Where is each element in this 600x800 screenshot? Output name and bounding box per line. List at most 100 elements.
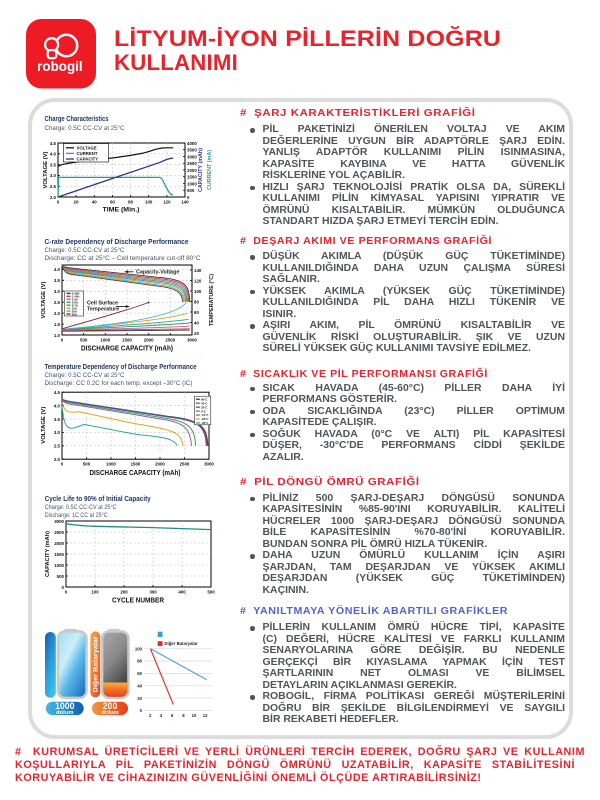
svg-text:100: 100 (145, 200, 153, 205)
svg-text:dolum: dolum (101, 710, 118, 716)
svg-text:1000: 1000 (106, 462, 116, 467)
svg-text:DISCHARGE CAPACITY (mAh): DISCHARGE CAPACITY (mAh) (81, 346, 173, 353)
svg-text:3000: 3000 (54, 519, 64, 524)
svg-text:2.9A: 2.9A (72, 298, 79, 302)
svg-text:2500: 2500 (54, 530, 64, 535)
svg-text:Discharge: CC 0.2C for each te: Discharge: CC 0.2C for each temp. except… (45, 379, 193, 387)
svg-text:Diğer Bataryalar: Diğer Bataryalar (164, 641, 198, 646)
svg-text:0: 0 (61, 462, 64, 467)
svg-text:2000: 2000 (54, 541, 64, 546)
svg-text:3.0: 3.0 (54, 289, 61, 294)
svg-text:4: 4 (160, 713, 163, 718)
svg-text:45°C: 45°C (201, 401, 208, 405)
svg-text:4.0: 4.0 (54, 267, 61, 272)
svg-text:1.5: 1.5 (54, 322, 61, 327)
svg-text:TEMPERATURE (°C): TEMPERATURE (°C) (209, 274, 215, 326)
svg-text:3000: 3000 (187, 154, 197, 159)
svg-text:0: 0 (62, 585, 65, 590)
svg-text:120: 120 (194, 278, 202, 283)
svg-text:2000: 2000 (155, 462, 165, 467)
svg-text:robogil: robogil (37, 58, 83, 74)
svg-text:1500: 1500 (54, 552, 64, 557)
svg-text:3.5: 3.5 (50, 162, 57, 167)
svg-text:CAPACITY (mAh): CAPACITY (mAh) (198, 148, 204, 192)
svg-text:-20°C: -20°C (201, 417, 209, 421)
svg-text:8.7A: 8.7A (72, 303, 79, 307)
svg-text:80: 80 (137, 659, 142, 664)
svg-text:8: 8 (182, 713, 185, 718)
svg-text:4.0: 4.0 (50, 152, 57, 157)
svg-text:80: 80 (194, 299, 199, 304)
svg-text:CURRENT: CURRENT (77, 151, 98, 156)
svg-text:500: 500 (207, 590, 215, 595)
svg-text:3.5: 3.5 (54, 278, 61, 283)
svg-text:1000: 1000 (54, 563, 64, 568)
svg-text:VOLTAGE (V): VOLTAGE (V) (43, 151, 49, 188)
svg-text:Temperature Dependency of Disc: Temperature Dependency of Discharge Perf… (45, 362, 197, 371)
svg-text:500: 500 (83, 462, 91, 467)
svg-text:Charge: 0.5C CC-CV at 25°C: Charge: 0.5C CC-CV at 25°C (45, 371, 125, 379)
svg-text:C-rate Dependency of Discharge: C-rate Dependency of Discharge Performan… (45, 237, 189, 246)
svg-text:Discharge: 1C CC at 25°C: Discharge: 1C CC at 25°C (45, 511, 108, 519)
svg-text:2500: 2500 (180, 462, 190, 467)
svg-text:5.8A: 5.8A (72, 301, 79, 305)
svg-text:0: 0 (61, 338, 64, 343)
svg-text:0: 0 (65, 590, 68, 595)
svg-text:3000: 3000 (204, 462, 214, 467)
svg-text:Charge: 0.5C CC-CV at 25°C: Charge: 0.5C CC-CV at 25°C (45, 503, 117, 511)
svg-text:500: 500 (57, 574, 65, 579)
svg-text:2000: 2000 (144, 338, 154, 343)
svg-text:CAPACITY: CAPACITY (77, 157, 99, 162)
svg-text:CYCLE NUMBER: CYCLE NUMBER (112, 598, 164, 605)
svg-text:1500: 1500 (122, 338, 132, 343)
svg-text:3.0: 3.0 (54, 430, 61, 435)
svg-text:Discharge: CC at 25°C – Cell t: Discharge: CC at 25°C – Cell temperature… (45, 254, 201, 262)
svg-text:DISCHARGE CAPACITY (mAh): DISCHARGE CAPACITY (mAh) (90, 470, 181, 477)
svg-text:60: 60 (137, 671, 142, 676)
svg-text:0: 0 (140, 708, 143, 713)
svg-text:60: 60 (110, 200, 115, 205)
svg-text:300: 300 (149, 590, 157, 595)
svg-text:2.0: 2.0 (50, 195, 57, 200)
svg-text:1.0: 1.0 (54, 333, 61, 338)
svg-text:0: 0 (187, 195, 190, 200)
svg-text:100: 100 (194, 289, 202, 294)
svg-text:60: 60 (194, 310, 199, 315)
svg-text:0°C: 0°C (201, 409, 207, 413)
svg-text:40: 40 (92, 200, 97, 205)
svg-text:1500: 1500 (187, 175, 197, 180)
svg-text:VOLTAGE (V): VOLTAGE (V) (41, 281, 47, 318)
svg-text:VOLTAGE (V): VOLTAGE (V) (41, 407, 47, 444)
svg-text:TIME (Min.): TIME (Min.) (103, 207, 140, 214)
svg-text:Charge: 0.5C CC-CV at 25°C: Charge: 0.5C CC-CV at 25°C (45, 246, 125, 254)
svg-text:60°C: 60°C (201, 397, 208, 401)
svg-text:Diğer Bataryalar: Diğer Bataryalar (93, 636, 99, 693)
svg-text:1.45A: 1.45A (72, 295, 81, 299)
svg-text:12: 12 (203, 713, 208, 718)
svg-text:4.5: 4.5 (54, 390, 61, 395)
svg-text:3.5: 3.5 (54, 417, 61, 422)
svg-text:CAPACITY (mAh): CAPACITY (mAh) (45, 531, 51, 577)
svg-text:0.58A: 0.58A (72, 292, 81, 296)
svg-text:100: 100 (135, 646, 143, 651)
svg-text:140: 140 (181, 200, 189, 205)
svg-text:20: 20 (137, 696, 142, 701)
svg-text:Temperature: Temperature (87, 307, 119, 313)
svg-text:25°C: 25°C (201, 405, 208, 409)
svg-text:-10°C: -10°C (201, 413, 209, 417)
svg-text:200: 200 (103, 701, 118, 711)
svg-text:2.0: 2.0 (54, 457, 61, 462)
svg-text:40: 40 (194, 320, 199, 325)
svg-text:400: 400 (178, 590, 186, 595)
svg-text:20A: 20A (72, 309, 78, 313)
svg-text:200: 200 (120, 590, 128, 595)
svg-text:10: 10 (192, 713, 197, 718)
svg-text:Charge: 0.5C CC-CV at 25°C: Charge: 0.5C CC-CV at 25°C (45, 124, 125, 132)
svg-text:2: 2 (149, 713, 152, 718)
svg-text:VOLTAGE: VOLTAGE (77, 146, 97, 151)
svg-text:4.0: 4.0 (54, 403, 61, 408)
svg-text:2.0: 2.0 (54, 311, 61, 316)
svg-text:2.5: 2.5 (54, 444, 61, 449)
svg-text:2500: 2500 (165, 338, 175, 343)
svg-text:Cycle Life to 90% of Initial C: Cycle Life to 90% of Initial Capacity (45, 494, 151, 503)
